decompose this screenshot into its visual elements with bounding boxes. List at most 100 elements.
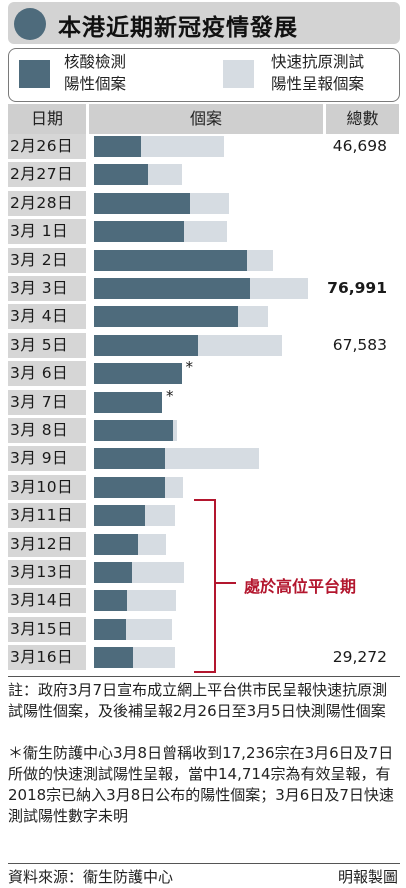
bar-track: 67,583: [89, 333, 399, 358]
chart-row: 3月 2日: [8, 248, 399, 273]
bar-pcr: [94, 505, 146, 526]
chart-row: 3月15日: [8, 617, 399, 642]
chart-row: 3月 6日 *: [8, 358, 399, 386]
bar-pcr: [94, 392, 163, 413]
divider-top: [8, 676, 400, 677]
date-label: 3月12日: [8, 532, 86, 557]
legend-rat-line1: 快速抗原測試: [271, 53, 365, 71]
date-label: 3月 1日: [8, 219, 86, 244]
bar-track: [89, 617, 399, 642]
bar-track: [89, 532, 399, 557]
total-label: 67,583: [332, 336, 387, 354]
chart-row: 2月27日: [8, 162, 399, 187]
bar-track: [89, 304, 399, 329]
bar-pcr: [94, 250, 247, 271]
bar-pcr: [94, 335, 199, 356]
bar-track: [89, 475, 399, 500]
chart-row: 3月 9日: [8, 446, 399, 471]
total-label: 76,991: [327, 279, 387, 297]
note-1: 註：政府3月7日宣布成立網上平台供市民呈報快速抗原測試陽性個案，及後補呈報2月2…: [8, 681, 388, 720]
plateau-bracket-pointer: [216, 582, 236, 584]
bar-pcr: [94, 477, 165, 498]
date-label: 3月 6日: [8, 361, 86, 386]
legend-label-pcr: 核酸檢測 陽性個案: [64, 51, 126, 95]
chart-row: 3月12日: [8, 532, 399, 557]
legend-label-rat: 快速抗原測試 陽性呈報個案: [271, 51, 364, 95]
legend-pcr-line2: 陽性個案: [64, 75, 127, 93]
chart-row: 3月11日: [8, 503, 399, 528]
date-label: 2月28日: [8, 191, 86, 216]
bar-pcr: [94, 136, 142, 157]
bar-pcr: [94, 164, 149, 185]
total-label: 29,272: [332, 648, 387, 666]
bar-pcr: [94, 363, 182, 384]
date-label: 3月 8日: [8, 418, 86, 443]
plateau-bracket: [194, 499, 216, 673]
chart-row: 3月10日: [8, 475, 399, 500]
bar-track: *: [89, 358, 399, 386]
date-label: 3月 9日: [8, 446, 86, 471]
legend-pcr-line1: 核酸檢測: [64, 53, 127, 71]
chart-title-bar: 本港近期新冠疫情發展: [8, 2, 400, 44]
bar-pcr: [94, 306, 239, 327]
plateau-label: 處於高位平台期: [244, 577, 357, 596]
maker-text: 明報製圖: [337, 868, 398, 886]
bar-track: [89, 191, 399, 216]
date-label: 3月 3日: [8, 276, 86, 301]
date-label: 3月 2日: [8, 248, 86, 273]
chart-row: 3月 4日: [8, 304, 399, 329]
bar-track: 76,991: [89, 276, 399, 301]
divider-bottom: [8, 863, 400, 864]
header-cases: 個案: [89, 104, 323, 134]
note-2: ＊衞生防護中心3月8日曾稱收到17,236宗在3月6日及7日所做的快速測試陽性呈…: [8, 744, 394, 825]
bar-pcr: [94, 420, 174, 441]
footnote-star: *: [166, 387, 174, 405]
chart-row: 3月 8日: [8, 418, 399, 443]
date-label: 3月 7日: [8, 390, 86, 415]
bar-track: [89, 248, 399, 273]
date-label: 3月15日: [8, 617, 86, 642]
bar-track: [89, 219, 399, 244]
bar-track: *: [89, 387, 399, 415]
date-label: 3月 4日: [8, 304, 86, 329]
legend: 核酸檢測 陽性個案 快速抗原測試 陽性呈報個案: [8, 48, 400, 102]
date-label: 3月14日: [8, 588, 86, 613]
bar-pcr: [94, 193, 190, 214]
date-label: 3月11日: [8, 503, 86, 528]
chart-row: 2月28日: [8, 191, 399, 216]
header-total: 總數: [326, 104, 399, 134]
chart-row: 3月16日 29,272: [8, 645, 399, 670]
header-date: 日期: [8, 104, 86, 134]
bar-pcr: [94, 619, 126, 640]
bar-track: [89, 560, 399, 585]
chart-title: 本港近期新冠疫情發展: [58, 14, 298, 41]
bar-pcr: [94, 448, 165, 469]
source-text: 資料來源：衞生防護中心: [8, 868, 174, 886]
date-label: 2月27日: [8, 162, 86, 187]
bar-track: [89, 503, 399, 528]
chart-row: 2月26日 46,698: [8, 134, 399, 159]
bar-pcr: [94, 534, 139, 555]
chart-row: 3月 1日: [8, 219, 399, 244]
date-label: 2月26日: [8, 134, 86, 159]
bar-pcr: [94, 647, 133, 668]
bar-track: [89, 162, 399, 187]
legend-swatch-rat: [223, 60, 254, 88]
chart-row: 3月 7日 *: [8, 387, 399, 415]
bar-pcr: [94, 278, 250, 299]
total-label: 46,698: [332, 137, 387, 155]
bar-track: [89, 418, 399, 443]
date-label: 3月13日: [8, 560, 86, 585]
date-label: 3月 5日: [8, 333, 86, 358]
chart-row: 3月13日: [8, 560, 399, 585]
chart-row: 3月 3日 76,991: [8, 276, 399, 301]
bar-track: 29,272: [89, 645, 399, 670]
title-bullet-icon: [14, 8, 46, 40]
bar-track: 46,698: [89, 134, 399, 159]
bar-track: [89, 446, 399, 471]
footnote-star: *: [185, 358, 194, 376]
bar-pcr: [94, 590, 128, 611]
bar-track: [89, 588, 399, 613]
chart-row: 3月14日: [8, 588, 399, 613]
date-label: 3月16日: [8, 645, 86, 670]
